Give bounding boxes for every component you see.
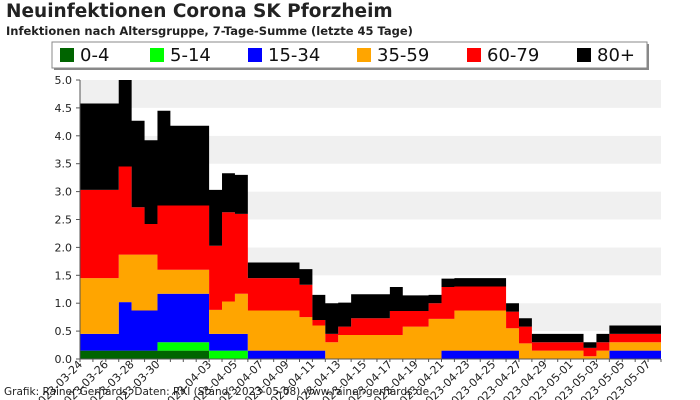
- y-tick-label: 4.0: [55, 130, 73, 143]
- y-tick-label: 4.5: [55, 102, 73, 115]
- legend: 0-4 5-14 15-34 35-59 60-79 80+: [51, 41, 649, 70]
- legend-label-80+: 80+: [597, 45, 635, 66]
- legend-swatch-80+: [577, 48, 591, 62]
- y-tick-label: 5.0: [55, 74, 73, 87]
- y-tick-label: 0.0: [55, 353, 73, 366]
- y-tick-label: 1.0: [55, 297, 73, 310]
- legend-swatch-35-59: [357, 48, 371, 62]
- legend-label-60-79: 60-79: [487, 45, 539, 66]
- y-tick-label: 0.5: [55, 325, 73, 338]
- chart-title: Neuinfektionen Corona SK Pforzheim: [6, 1, 393, 22]
- area-series-80+: [80, 80, 661, 348]
- y-axis-ticks: 0.0 0.5 1.0 1.5 2.0 2.5 3.0 3.5 4.0 4.5 5.0: [55, 74, 80, 366]
- y-tick-label: 3.0: [55, 186, 73, 199]
- grid-band: [80, 80, 661, 108]
- y-tick-label: 2.5: [55, 214, 73, 227]
- stacked-areas: [80, 80, 661, 359]
- legend-swatch-5-14: [150, 48, 164, 62]
- area-series-60-79: [80, 166, 661, 357]
- y-tick-label: 3.5: [55, 158, 73, 171]
- chart-subtitle: Infektionen nach Altersgruppe, 7-Tage-Su…: [6, 24, 413, 38]
- legend-label-5-14: 5-14: [170, 45, 211, 66]
- chart-footer-credit: Grafik: Rainer Gerhards, Daten: RKI (Sta…: [4, 386, 430, 398]
- legend-swatch-0-4: [60, 48, 74, 62]
- area-series-5-14: [80, 342, 661, 359]
- area-series-0-4: [80, 350, 661, 359]
- area-series-35-59: [80, 254, 661, 359]
- y-tick-label: 1.5: [55, 269, 73, 282]
- legend-label-35-59: 35-59: [377, 45, 429, 66]
- legend-label-0-4: 0-4: [80, 45, 109, 66]
- legend-label-15-34: 15-34: [268, 45, 320, 66]
- legend-swatch-15-34: [248, 48, 262, 62]
- legend-swatch-60-79: [467, 48, 481, 62]
- legend-box: [51, 41, 648, 69]
- area-series-15-34: [80, 293, 661, 359]
- y-tick-label: 2.0: [55, 241, 73, 254]
